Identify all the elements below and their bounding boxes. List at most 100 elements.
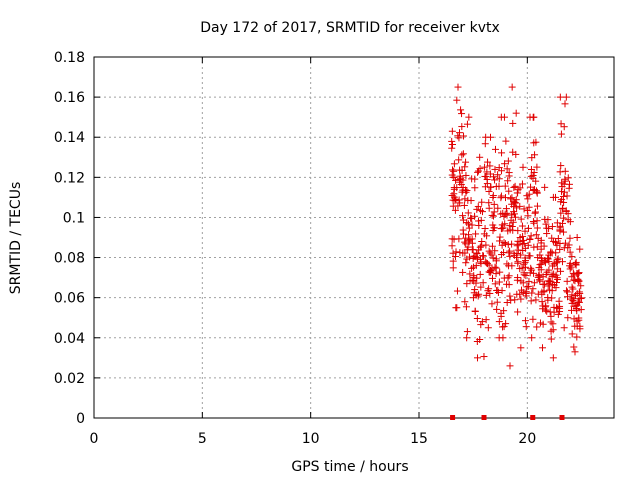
data-point (533, 217, 541, 225)
data-point (490, 173, 498, 181)
zero-marker (481, 415, 487, 420)
data-point (537, 245, 545, 253)
data-point (491, 247, 499, 255)
data-point (575, 288, 583, 296)
data-point (535, 271, 543, 279)
data-point (529, 315, 537, 323)
data-point (448, 127, 456, 135)
data-point (524, 282, 532, 290)
data-point (573, 234, 581, 241)
data-point (567, 295, 575, 303)
data-point (450, 167, 458, 175)
data-point (493, 305, 501, 313)
data-point (554, 310, 562, 318)
data-point (464, 209, 472, 217)
data-point (477, 283, 485, 291)
data-point (519, 163, 527, 171)
data-point (530, 269, 538, 277)
data-point (448, 242, 456, 250)
data-point (497, 192, 505, 200)
data-point (556, 245, 564, 253)
data-point (557, 209, 565, 217)
data-point (577, 295, 585, 303)
data-point (483, 232, 491, 240)
data-point (457, 106, 465, 114)
data-point (510, 183, 518, 191)
data-point (493, 287, 501, 295)
data-point (477, 321, 485, 329)
data-point (460, 132, 468, 140)
data-point (482, 291, 490, 299)
data-point (484, 158, 492, 166)
data-point (564, 174, 572, 182)
data-point (490, 224, 498, 232)
data-point (552, 284, 560, 292)
data-point (538, 298, 546, 306)
data-point (474, 168, 482, 176)
data-point (543, 268, 551, 276)
data-point (463, 280, 471, 288)
data-point (470, 252, 478, 260)
data-point (501, 182, 509, 190)
data-point (533, 163, 541, 171)
data-point (509, 119, 517, 127)
data-point (473, 274, 481, 282)
data-point (540, 242, 548, 250)
data-point (452, 248, 460, 256)
data-point (560, 324, 568, 332)
data-point (463, 187, 471, 195)
data-point (476, 153, 484, 161)
data-point (533, 224, 541, 232)
data-point (464, 220, 472, 228)
y-tick-label: 0.18 (54, 50, 85, 66)
data-point (486, 162, 494, 170)
data-point (456, 199, 464, 207)
data-point (486, 249, 494, 257)
data-point (517, 295, 525, 303)
data-point (568, 330, 576, 338)
data-point (463, 328, 471, 336)
data-point (479, 279, 487, 287)
data-point (517, 344, 525, 352)
data-point (482, 241, 490, 249)
data-point (465, 224, 473, 232)
data-point (461, 238, 469, 246)
data-point (478, 198, 486, 206)
data-point (456, 172, 464, 180)
data-point (449, 264, 457, 272)
data-point (504, 157, 512, 165)
data-point (552, 193, 559, 201)
data-point (482, 173, 490, 181)
data-point (566, 248, 574, 256)
data-point (517, 215, 525, 223)
data-point (465, 231, 473, 239)
data-point (512, 109, 520, 117)
data-point (498, 149, 506, 157)
data-point (503, 165, 511, 173)
data-point (547, 327, 555, 335)
data-point (529, 285, 537, 293)
data-point (554, 304, 562, 312)
data-point (557, 198, 565, 206)
x-tick-label: 10 (302, 431, 320, 447)
data-points (448, 83, 585, 420)
data-point (471, 212, 479, 220)
data-point (494, 204, 502, 212)
data-point (533, 202, 541, 210)
data-point (483, 175, 491, 183)
data-point (508, 194, 516, 202)
data-point (470, 274, 478, 282)
x-tick-label: 15 (410, 431, 428, 447)
data-point (511, 213, 519, 221)
data-point (524, 224, 532, 232)
y-tick-label: 0.12 (54, 170, 85, 186)
data-point (458, 110, 466, 118)
data-point (488, 211, 496, 219)
data-point (455, 196, 463, 204)
data-point (543, 230, 551, 238)
data-point (497, 309, 505, 317)
data-point (561, 100, 569, 108)
data-point (531, 151, 539, 159)
y-tick-label: 0.06 (54, 291, 85, 307)
